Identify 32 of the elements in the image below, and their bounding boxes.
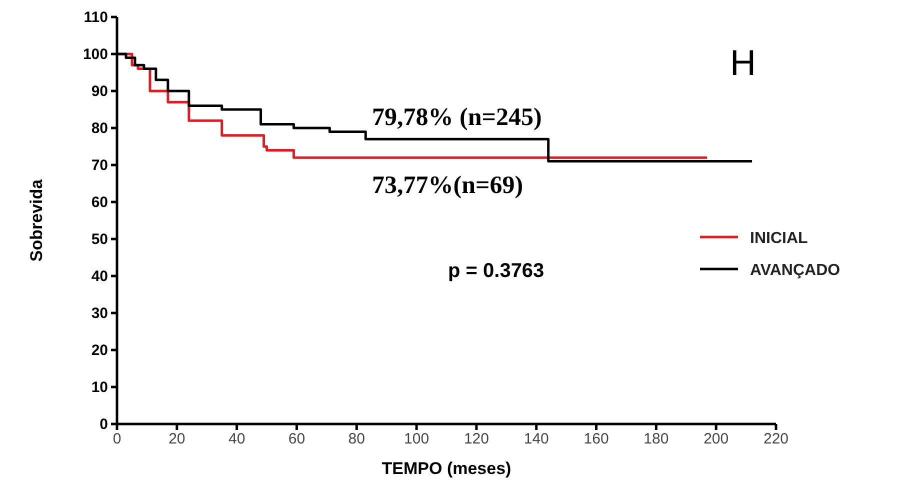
x-tick-label: 40 <box>228 430 246 448</box>
x-tick-label: 20 <box>168 430 186 448</box>
annotation: H <box>730 42 756 83</box>
x-tick-label: 120 <box>464 430 489 448</box>
y-tick-label: 110 <box>84 8 108 26</box>
y-tick-label: 30 <box>91 304 108 322</box>
x-tick-label: 160 <box>584 430 609 448</box>
annotation: p = 0.3763 <box>448 260 544 282</box>
legend-label: INICIAL <box>750 230 808 247</box>
y-tick-label: 60 <box>91 194 108 211</box>
y-tick-label: 80 <box>91 120 108 137</box>
y-tick-label: 0 <box>100 416 108 433</box>
y-tick-label: 100 <box>82 46 108 63</box>
y-tick-label: 70 <box>91 156 108 174</box>
y-tick-label: 50 <box>91 230 108 248</box>
y-tick-label: 10 <box>91 378 108 396</box>
y-tick-label: 20 <box>91 342 108 359</box>
y-tick-label: 90 <box>91 82 108 100</box>
annotation: 79,78% (n=245) <box>372 104 542 131</box>
y-tick-label: 40 <box>91 268 108 285</box>
x-tick-label: 60 <box>288 430 306 448</box>
x-tick-label: 0 <box>112 430 122 448</box>
x-tick-label: 140 <box>524 430 549 448</box>
legend-label: AVANÇADO <box>750 262 840 279</box>
x-tick-label: 200 <box>704 430 729 448</box>
x-tick-label: 80 <box>348 430 365 448</box>
x-tick-label: 180 <box>644 430 669 448</box>
annotation: 73,77%(n=69) <box>372 172 524 199</box>
x-tick-label: 220 <box>763 430 789 448</box>
y-axis-title: Sobrevida <box>27 178 46 262</box>
x-axis-title: TEMPO (meses) <box>382 459 512 478</box>
x-tick-label: 100 <box>404 430 430 448</box>
